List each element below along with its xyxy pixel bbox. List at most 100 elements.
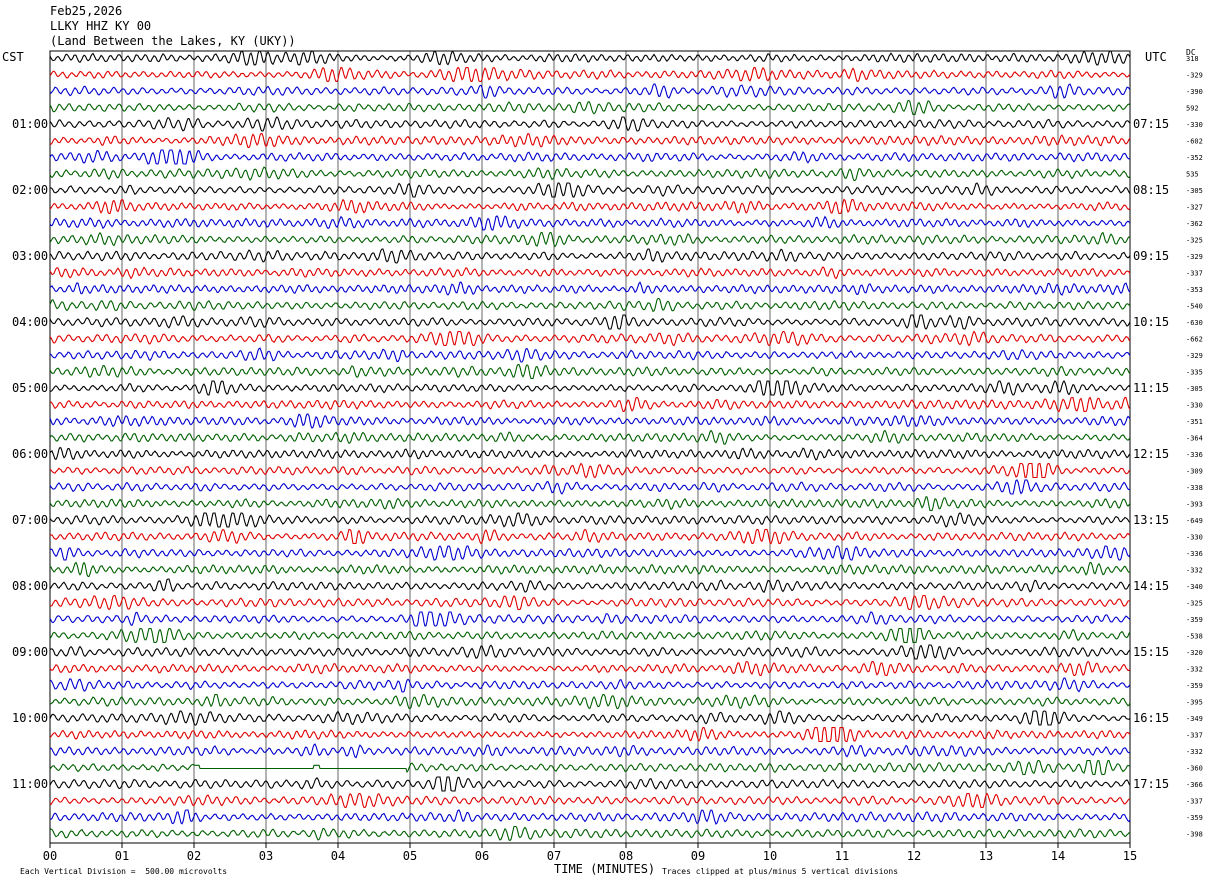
dc-offset-label: -398 [1186,831,1203,839]
right-timezone-label: UTC [1145,50,1167,64]
x-tick-label: 12 [907,849,921,863]
right-hour-label: 08:15 [1133,183,1169,197]
trace-line-37 [49,660,1131,677]
dc-offset-label: -340 [1186,583,1203,591]
right-hour-label: 16:15 [1133,711,1169,725]
clip-note: Traces clipped at plus/minus 5 vertical … [662,867,899,876]
plot-frame [49,50,1131,844]
trace-line-47 [49,825,1131,842]
dc-offset-label: 592 [1186,105,1199,113]
dc-offset-label: -337 [1186,732,1203,740]
trace-line-39 [49,693,1131,710]
x-tick-label: 00 [43,849,57,863]
trace-line-36 [49,644,1131,660]
trace-line-6 [49,148,1131,165]
trace-line-1 [49,66,1131,83]
dc-offset-label: -649 [1186,517,1203,525]
trace-line-4 [49,116,1131,132]
dc-offset-label: -309 [1186,468,1203,476]
dc-offset-label: -329 [1186,352,1203,360]
trace-line-25 [49,462,1131,479]
left-hour-label: 10:00 [12,711,48,725]
dc-offset-label: -364 [1186,435,1203,443]
right-hour-label: 09:15 [1133,249,1169,263]
dc-offset-label: -329 [1186,72,1203,80]
trace-line-24 [49,446,1131,461]
trace-line-11 [49,231,1131,248]
dc-offset-label: -359 [1186,682,1203,690]
header-date: Feb25,2026 [50,4,123,18]
dc-offset-label: -360 [1186,765,1203,773]
dc-offset-label: -327 [1186,204,1203,212]
header-station: LLKY HHZ KY 00 [50,19,152,33]
dc-offset-label: -538 [1186,633,1203,641]
dc-offset-label: -320 [1186,649,1203,657]
right-hour-label: 15:15 [1133,645,1169,659]
left-hour-label: 04:00 [12,315,48,329]
grid-layer [49,50,1131,848]
dc-offset-label: 535 [1186,171,1199,179]
x-tick-label: 05 [403,849,417,863]
trace-line-28 [49,512,1131,528]
dc-offset-label: -359 [1186,616,1203,624]
trace-line-2 [49,83,1131,99]
x-tick-label: 08 [619,849,633,863]
dc-offset-label: -305 [1186,385,1203,393]
dc-offset-label: -305 [1186,187,1203,195]
dc-offset-label: -332 [1186,666,1203,674]
trace-line-45 [49,792,1131,809]
trace-line-40 [49,710,1131,726]
x-tick-label: 11 [835,849,849,863]
trace-line-19 [49,363,1131,380]
trace-line-33 [49,594,1130,611]
x-tick-label: 04 [331,849,345,863]
dc-offset-label: -325 [1186,600,1203,608]
x-tick-label: 01 [115,849,129,863]
trace-line-14 [49,281,1131,296]
dc-offset-label: -330 [1186,402,1203,410]
trace-line-22 [49,413,1131,429]
trace-line-13 [49,266,1131,280]
dc-offset-label: -352 [1186,154,1203,162]
trace-line-27 [49,496,1131,512]
x-axis-title: TIME (MINUTES) [554,862,656,876]
dc-offset-label: -351 [1186,418,1203,426]
x-tick-label: 09 [691,849,705,863]
trace-line-9 [49,198,1131,215]
left-hour-label: 07:00 [12,513,48,527]
dc-offset-label: -349 [1186,715,1203,723]
trace-line-10 [49,215,1131,231]
dc-offset-label: -630 [1186,319,1203,327]
dc-offset-label: -353 [1186,286,1203,294]
trace-line-26 [49,479,1131,495]
left-hour-label: 01:00 [12,117,48,131]
trace-line-41 [49,726,1131,743]
trace-line-32 [49,578,1131,594]
trace-line-0 [49,50,1131,66]
left-hour-label: 05:00 [12,381,48,395]
trace-line-15 [49,297,1131,313]
left-hour-label: 09:00 [12,645,48,659]
dc-offset-label: -393 [1186,501,1203,509]
dc-offset-label: 318 [1186,55,1199,63]
trace-line-43 [49,759,1131,776]
right-hour-label: 17:15 [1133,777,1169,791]
right-hour-label: 13:15 [1133,513,1169,527]
trace-line-20 [49,380,1131,396]
dc-offset-label: -325 [1186,237,1203,245]
dc-offset-label: -338 [1186,484,1203,492]
dc-offset-label: -335 [1186,369,1203,377]
dc-offset-label: -390 [1186,88,1203,96]
dc-offset-label: -359 [1186,814,1203,822]
scale-note: Each Vertical Division = 500.00 microvol… [20,867,228,876]
dc-offset-label: -336 [1186,550,1203,558]
dc-offset-label: -395 [1186,699,1203,707]
left-timezone-label: CST [2,50,24,64]
right-hour-label: 07:15 [1133,117,1169,131]
x-tick-label: 07 [547,849,561,863]
x-tick-label: 10 [763,849,777,863]
dc-offset-label: -336 [1186,451,1203,459]
trace-line-29 [49,528,1131,545]
right-hour-label: 10:15 [1133,315,1169,329]
